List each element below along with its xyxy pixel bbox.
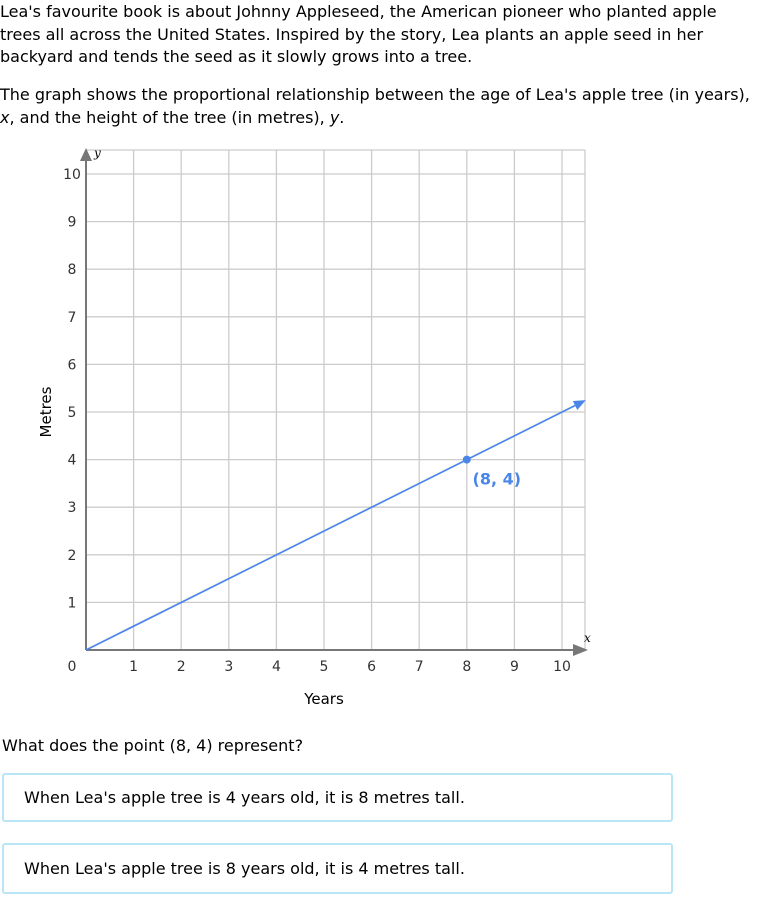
x-tick-label: 5 — [320, 659, 329, 675]
y-tick-label: 10 — [63, 167, 81, 183]
chart-series: (8, 4) — [85, 400, 586, 651]
y-tick-label: 5 — [68, 405, 77, 421]
chart-axes — [80, 148, 588, 656]
x-tick-label: 7 — [415, 659, 424, 675]
x-tick-label: 1 — [129, 659, 138, 675]
y-tick-label: 3 — [68, 500, 77, 516]
y-tick-label: 8 — [68, 262, 77, 278]
y-tick-label: 6 — [68, 357, 77, 373]
desc-var-y: y — [329, 107, 340, 127]
question-text: What does the point (8, 4) represent? — [2, 736, 304, 755]
x-tick-label: 0 — [68, 659, 77, 675]
answer-choice-label: When Lea's apple tree is 4 years old, it… — [24, 788, 465, 807]
desc-text-1: The graph shows the proportional relatio… — [0, 85, 750, 104]
series-line — [85, 404, 576, 651]
x-tick-label: 9 — [510, 659, 519, 675]
x-tick-label: 3 — [224, 659, 233, 675]
y-tick-label: 7 — [68, 310, 77, 326]
desc-text-3: . — [339, 107, 345, 127]
intro-paragraph: Lea's favourite book is about Johnny App… — [0, 2, 717, 66]
chart-grid — [86, 149, 586, 650]
y-axis-title: Metres — [37, 386, 55, 437]
y-tick-label: 9 — [68, 215, 77, 231]
x-tick-label: 4 — [272, 659, 281, 675]
line-chart: 0 1 2 3 4 5 6 7 8 9 10 1 2 3 4 5 6 7 8 9 10 (8, 4) Years Met… — [37, 146, 591, 708]
graph-description: The graph shows the proportional relatio… — [0, 84, 758, 129]
x-axis-variable: x — [584, 631, 591, 645]
x-axis-title: Years — [303, 690, 344, 708]
y-axis-variable: y — [93, 146, 101, 160]
highlight-point-label: (8, 4) — [473, 470, 522, 489]
answer-choice-label: When Lea's apple tree is 8 years old, it… — [24, 859, 465, 878]
x-tick-label: 6 — [367, 659, 376, 675]
answer-choice-a[interactable]: When Lea's apple tree is 4 years old, it… — [2, 773, 673, 822]
y-axis-arrow — [80, 148, 92, 161]
series-arrow — [572, 400, 586, 410]
y-tick-label: 1 — [68, 595, 77, 611]
x-tick-label: 8 — [462, 659, 471, 675]
x-tick-label: 2 — [177, 659, 186, 675]
y-tick-label: 4 — [68, 453, 77, 469]
highlight-point — [462, 455, 471, 464]
x-axis-arrow — [573, 644, 588, 656]
y-tick-label: 2 — [68, 548, 77, 564]
desc-var-x: x — [0, 107, 10, 127]
desc-text-2: , and the height of the tree (in metres)… — [9, 107, 330, 127]
x-tick-label: 10 — [553, 659, 571, 675]
chart-tick-labels: 0 1 2 3 4 5 6 7 8 9 10 1 2 3 4 5 6 7 8 9 10 — [63, 167, 571, 675]
answer-choice-b[interactable]: When Lea's apple tree is 8 years old, it… — [2, 843, 673, 894]
